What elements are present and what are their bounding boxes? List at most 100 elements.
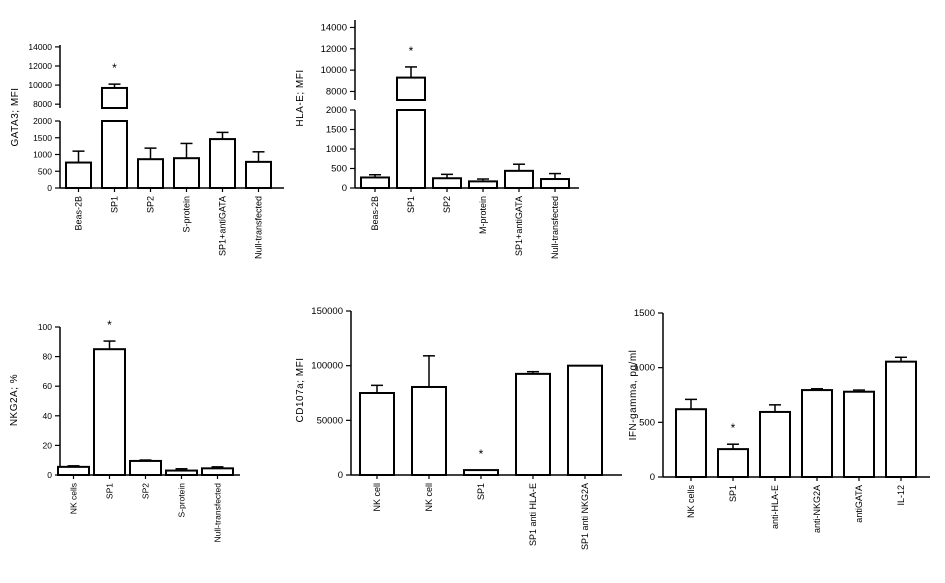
x-category-label: Null-transfected	[254, 196, 264, 259]
x-category-label: SP2	[146, 196, 156, 213]
chart-gata3: 0 500 1000 1500 2000 8000 10000 12000 14000 GATA3…	[10, 42, 284, 259]
x-category-label: SP1	[728, 485, 738, 502]
y-tick-label: 150000	[311, 306, 343, 317]
y-tick-label: 10000	[28, 80, 52, 90]
chart-cd107a: 0 50000 100000 150000 CD107a; MFI NK cell NK c…	[295, 306, 622, 550]
y-tick-label: 12000	[321, 44, 347, 55]
y-tick-label: 1000	[634, 363, 655, 374]
x-category-label: SP1	[476, 483, 486, 500]
bar-upper-segment	[396, 76, 426, 101]
bar	[515, 372, 551, 476]
y-tick-label: 8000	[33, 99, 52, 109]
bar	[759, 410, 791, 478]
bar-lower-segment	[101, 120, 128, 189]
bar-upper-segment	[101, 86, 128, 109]
x-category-label: Null-transfected	[550, 196, 560, 259]
significance-marker: *	[479, 447, 484, 461]
x-category-label: M-protein	[478, 196, 488, 234]
bar	[717, 448, 749, 478]
y-tick-label: 2000	[33, 116, 52, 126]
bar	[57, 465, 90, 476]
bar	[432, 177, 462, 189]
y-tick-label: 1000	[33, 150, 52, 160]
bar	[567, 364, 603, 476]
y-axis-title: IFN-gamma, pg/ml	[628, 350, 639, 441]
y-tick-label: 0	[650, 472, 655, 483]
x-category-label: IL-12	[896, 485, 906, 506]
x-category-label: anti-NKG2A	[812, 485, 822, 533]
y-tick-label: 1500	[326, 125, 347, 136]
y-tick-label: 60	[43, 381, 53, 391]
x-category-label: SP2	[442, 196, 452, 213]
bar	[129, 459, 162, 477]
y-tick-label: 0	[47, 470, 52, 480]
chart-hla-e: 0 500 1000 1500 2000 8000 10000 12000 14000 HLA-E…	[295, 20, 579, 259]
bar	[885, 360, 917, 478]
y-tick-label: 500	[38, 166, 52, 176]
y-tick-label: 1000	[326, 144, 347, 155]
y-tick-label: 500	[331, 164, 347, 175]
y-tick-label: 1500	[33, 133, 52, 143]
bar	[209, 138, 236, 189]
bar	[411, 385, 447, 476]
bar	[540, 178, 570, 189]
y-tick-label: 40	[43, 411, 53, 421]
y-tick-label: 500	[639, 417, 655, 428]
significance-marker: *	[107, 318, 112, 332]
x-category-label: NK cells	[686, 485, 696, 519]
bar	[165, 469, 198, 476]
y-tick-label: 14000	[321, 22, 347, 33]
bar	[801, 389, 833, 478]
bar	[93, 348, 126, 477]
significance-marker: *	[731, 421, 736, 435]
bar	[463, 469, 499, 476]
bar	[843, 390, 875, 478]
y-axis-title: HLA-E; MFI	[295, 69, 306, 126]
significance-marker: *	[409, 44, 414, 58]
x-category-label: SP1	[105, 483, 115, 499]
y-tick-label: 10000	[321, 65, 347, 76]
x-category-label: SP2	[141, 483, 151, 499]
y-tick-label: 80	[43, 352, 53, 362]
bar	[504, 169, 534, 189]
bar	[137, 158, 164, 190]
x-category-label: Beas-2B	[74, 196, 84, 231]
y-tick-label: 0	[338, 470, 343, 481]
y-tick-label: 100	[38, 322, 52, 332]
x-category-label: Beas-2B	[370, 196, 380, 231]
x-category-label: SP1	[110, 196, 120, 213]
chart-ifn-gamma: 0 500 1000 1500 IFN-gamma, pg/ml NK cells * SP1…	[628, 308, 930, 533]
bar	[359, 392, 395, 476]
x-category-label: NK cell	[372, 483, 382, 512]
y-tick-label: 20	[43, 440, 53, 450]
y-axis-title: CD107a; MFI	[295, 358, 306, 423]
y-tick-label: 2000	[326, 105, 347, 116]
x-category-label: S-protein	[177, 483, 187, 518]
y-tick-label: 12000	[28, 61, 52, 71]
bar	[360, 176, 390, 190]
y-tick-label: 0	[47, 183, 52, 193]
y-tick-label: 8000	[326, 86, 347, 97]
bar-lower-segment	[396, 109, 426, 189]
significance-marker: *	[112, 61, 117, 75]
x-category-label: antiGATA	[854, 485, 864, 523]
y-tick-label: 14000	[28, 42, 52, 52]
bar	[675, 408, 707, 479]
bar	[245, 160, 272, 189]
x-category-label: SP1+antiGATA	[514, 196, 524, 256]
x-category-label: anti-HLA-E	[770, 485, 780, 529]
y-tick-label: 100000	[311, 361, 343, 372]
bar	[173, 157, 200, 189]
bar	[201, 467, 234, 476]
x-category-label: SP1 anti NKG2A	[580, 483, 590, 550]
x-category-label: S-protein	[182, 196, 192, 233]
x-category-label: SP1	[406, 196, 416, 213]
bar	[468, 180, 498, 189]
y-tick-label: 1500	[634, 308, 655, 319]
y-tick-label: 0	[342, 183, 347, 194]
x-category-label: Null-transfected	[213, 483, 223, 543]
y-tick-label: 50000	[317, 415, 343, 426]
chart-nkg2a: 0 20 40 60 80 100 NKG2A; % NK cells * SP1 SP2 S-pro…	[9, 318, 240, 543]
x-category-label: NK cells	[69, 483, 79, 514]
